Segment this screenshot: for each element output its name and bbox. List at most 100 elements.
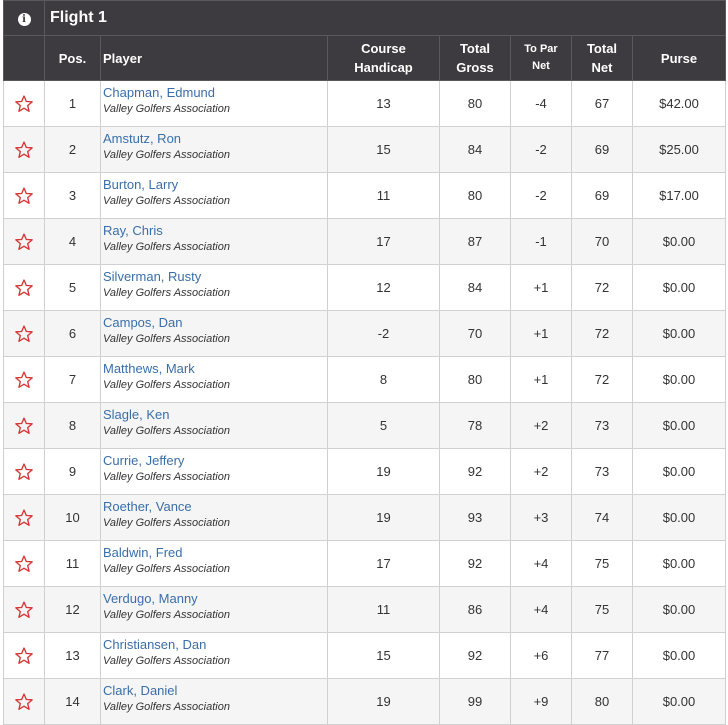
player-association: Valley Golfers Association	[103, 103, 230, 115]
favorite-cell[interactable]	[3, 356, 45, 403]
player-cell: Christiansen, Dan Valley Golfers Associa…	[100, 632, 328, 679]
player-cell: Chapman, Edmund Valley Golfers Associati…	[100, 80, 328, 127]
player-name-link[interactable]: Clark, Daniel	[103, 683, 178, 698]
player-association: Valley Golfers Association	[103, 195, 230, 207]
to-par-net-column-header[interactable]: To Par Net	[510, 35, 572, 81]
to-par-net-cell: +6	[510, 632, 572, 679]
favorite-cell[interactable]	[3, 540, 45, 587]
table-row: 11 Baldwin, Fred Valley Golfers Associat…	[3, 540, 726, 587]
pos-cell: 5	[44, 264, 101, 311]
player-cell: Campos, Dan Valley Golfers Association	[100, 310, 328, 357]
player-name-link[interactable]: Currie, Jeffery	[103, 453, 185, 468]
favorite-cell[interactable]	[3, 494, 45, 541]
info-cell[interactable]: i	[3, 0, 45, 36]
total-net-label-line1: Total	[586, 41, 618, 56]
favorite-cell[interactable]	[3, 632, 45, 679]
total-net-cell: 73	[571, 402, 633, 449]
total-net-cell: 75	[571, 586, 633, 633]
favorite-cell[interactable]	[3, 402, 45, 449]
player-name-link[interactable]: Slagle, Ken	[103, 407, 170, 422]
pos-cell: 3	[44, 172, 101, 219]
star-outline-icon[interactable]	[14, 232, 34, 252]
purse-cell: $0.00	[632, 218, 726, 265]
purse-cell: $0.00	[632, 264, 726, 311]
course-handicap-label-line2: Handicap	[354, 60, 413, 75]
favorite-cell[interactable]	[3, 264, 45, 311]
favorite-cell[interactable]	[3, 218, 45, 265]
to-par-net-label-line2: Net	[532, 60, 550, 72]
to-par-net-cell: +1	[510, 310, 572, 357]
favorite-cell[interactable]	[3, 448, 45, 495]
player-name-link[interactable]: Verdugo, Manny	[103, 591, 198, 606]
player-association: Valley Golfers Association	[103, 333, 230, 345]
favorite-cell[interactable]	[3, 172, 45, 219]
total-net-cell: 69	[571, 126, 633, 173]
favorite-cell[interactable]	[3, 678, 45, 725]
total-net-cell: 72	[571, 310, 633, 357]
player-name-link[interactable]: Burton, Larry	[103, 177, 179, 192]
star-outline-icon[interactable]	[14, 370, 34, 390]
leaderboard: i Flight 1 Pos. Player Course Handicap T…	[3, 0, 726, 725]
total-net-cell: 67	[571, 80, 633, 127]
table-row: 7 Matthews, Mark Valley Golfers Associat…	[3, 356, 726, 403]
player-association: Valley Golfers Association	[103, 471, 230, 483]
player-name-link[interactable]: Baldwin, Fred	[103, 545, 183, 560]
player-name-link[interactable]: Campos, Dan	[103, 315, 183, 330]
star-outline-icon[interactable]	[14, 692, 34, 712]
player-name-link[interactable]: Matthews, Mark	[103, 361, 195, 376]
player-column-header[interactable]: Player	[100, 35, 328, 81]
total-net-cell: 75	[571, 540, 633, 587]
to-par-net-cell: +2	[510, 448, 572, 495]
player-name-link[interactable]: Amstutz, Ron	[103, 131, 182, 146]
player-cell: Currie, Jeffery Valley Golfers Associati…	[100, 448, 328, 495]
star-outline-icon[interactable]	[14, 278, 34, 298]
purse-cell: $0.00	[632, 448, 726, 495]
total-net-column-header[interactable]: Total Net	[571, 35, 633, 81]
player-cell: Silverman, Rusty Valley Golfers Associat…	[100, 264, 328, 311]
star-outline-icon[interactable]	[14, 600, 34, 620]
total-gross-cell: 86	[439, 586, 511, 633]
player-name-link[interactable]: Roether, Vance	[103, 499, 192, 514]
player-association: Valley Golfers Association	[103, 609, 230, 621]
info-icon[interactable]: i	[17, 13, 31, 26]
favorite-cell[interactable]	[3, 80, 45, 127]
total-gross-cell: 92	[439, 540, 511, 587]
player-name-link[interactable]: Ray, Chris	[103, 223, 163, 238]
star-outline-icon[interactable]	[14, 462, 34, 482]
star-outline-icon[interactable]	[14, 646, 34, 666]
total-net-cell: 80	[571, 678, 633, 725]
player-cell: Ray, Chris Valley Golfers Association	[100, 218, 328, 265]
favorite-cell[interactable]	[3, 586, 45, 633]
course-handicap-column-header[interactable]: Course Handicap	[327, 35, 440, 81]
total-gross-cell: 92	[439, 632, 511, 679]
star-outline-icon[interactable]	[14, 508, 34, 528]
player-association: Valley Golfers Association	[103, 563, 230, 575]
pos-cell: 7	[44, 356, 101, 403]
star-outline-icon[interactable]	[14, 94, 34, 114]
player-name-link[interactable]: Silverman, Rusty	[103, 269, 202, 284]
star-outline-icon[interactable]	[14, 324, 34, 344]
player-association: Valley Golfers Association	[103, 379, 230, 391]
course-handicap-cell: 19	[327, 494, 440, 541]
player-name-link[interactable]: Chapman, Edmund	[103, 85, 216, 100]
player-name-link[interactable]: Christiansen, Dan	[103, 637, 207, 652]
star-outline-icon[interactable]	[14, 416, 34, 436]
player-association: Valley Golfers Association	[103, 241, 230, 253]
star-outline-icon[interactable]	[14, 186, 34, 206]
course-handicap-cell: 19	[327, 448, 440, 495]
player-cell: Matthews, Mark Valley Golfers Associatio…	[100, 356, 328, 403]
star-outline-icon[interactable]	[14, 554, 34, 574]
total-net-cell: 72	[571, 356, 633, 403]
pos-column-header[interactable]: Pos.	[44, 35, 101, 81]
leaderboard-table: i Flight 1 Pos. Player Course Handicap T…	[3, 0, 726, 725]
table-row: 10 Roether, Vance Valley Golfers Associa…	[3, 494, 726, 541]
favorite-cell[interactable]	[3, 310, 45, 357]
purse-cell: $0.00	[632, 402, 726, 449]
leaderboard-body: 1 Chapman, Edmund Valley Golfers Associa…	[3, 80, 726, 725]
total-gross-column-header[interactable]: Total Gross	[439, 35, 511, 81]
favorite-cell[interactable]	[3, 126, 45, 173]
purse-column-header[interactable]: Purse	[632, 35, 726, 81]
total-net-cell: 69	[571, 172, 633, 219]
table-row: 2 Amstutz, Ron Valley Golfers Associatio…	[3, 126, 726, 173]
star-outline-icon[interactable]	[14, 140, 34, 160]
